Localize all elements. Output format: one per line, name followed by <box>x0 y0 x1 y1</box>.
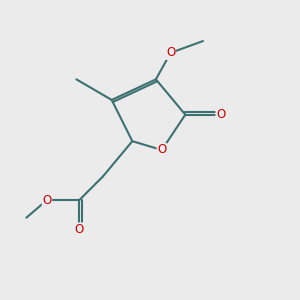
Text: O: O <box>42 194 52 207</box>
Text: O: O <box>166 46 175 59</box>
Text: O: O <box>75 223 84 236</box>
Text: O: O <box>157 143 167 157</box>
Text: O: O <box>216 108 225 121</box>
